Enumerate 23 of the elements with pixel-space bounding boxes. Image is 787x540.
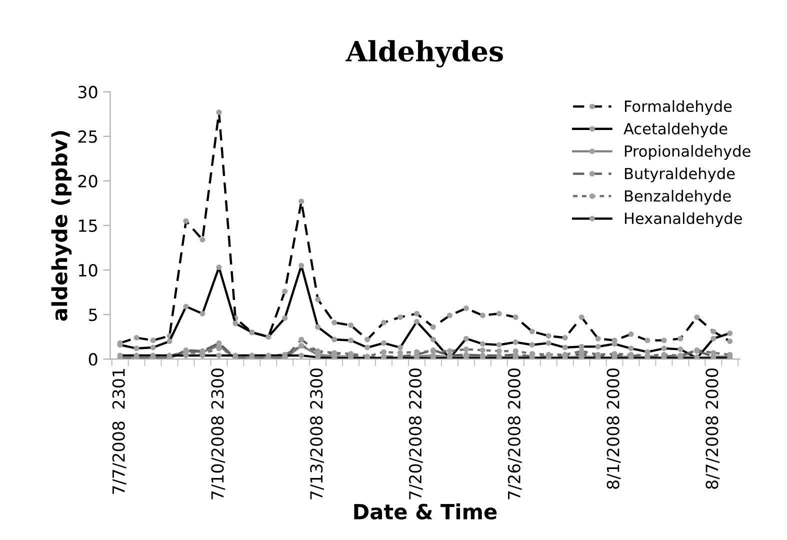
x-tick-label: 8/1/2008 2000 <box>606 368 621 489</box>
y-tick-label: 5 <box>89 308 97 322</box>
x-tick-label: 7/7/2008 2301 <box>112 368 126 494</box>
x-tick-label: 7/20/2008 2200 <box>408 368 423 500</box>
chart-title: Aldehydes <box>346 40 503 68</box>
legend-label: Butyraldehyde <box>624 167 735 182</box>
y-tick-label: 25 <box>78 130 97 143</box>
legend-label: Formaldehyde <box>624 100 732 115</box>
y-axis-title: aldehyde (ppbv) <box>51 131 72 321</box>
y-tick-label: 20 <box>78 174 98 188</box>
y-tick-label: 10 <box>78 264 98 277</box>
x-tick-label: 7/26/2008 2000 <box>508 368 522 500</box>
y-tick-label: 30 <box>78 86 98 98</box>
legend-label: Propionaldehyde <box>624 145 750 160</box>
x-tick-label: 8/7/2008 2000 <box>706 368 720 489</box>
x-tick-label: 7/10/2008 2300 <box>211 368 226 500</box>
x-axis-title: Date & Time <box>354 503 497 520</box>
x-tick-label: 7/13/2008 2300 <box>310 368 324 500</box>
legend-label: Hexanaldehyde <box>624 212 742 228</box>
y-tick-label: 0 <box>88 353 98 366</box>
legend-label: Acetaldehyde <box>624 122 728 138</box>
y-tick-label: 15 <box>78 220 97 232</box>
legend-label: Benzaldehyde <box>624 190 731 205</box>
